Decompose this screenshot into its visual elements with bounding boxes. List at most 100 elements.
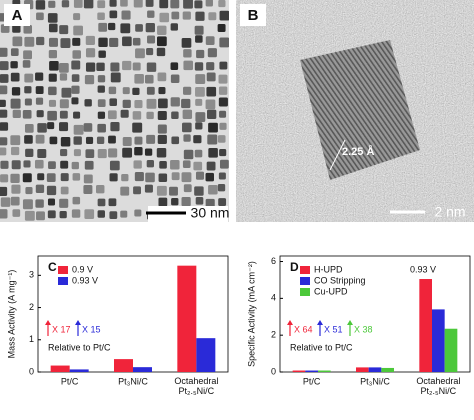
particle (182, 11, 191, 20)
particle (25, 148, 34, 157)
particle (122, 36, 132, 47)
particle (59, 73, 68, 81)
particle (10, 48, 19, 56)
particle (122, 136, 132, 146)
particle (134, 100, 143, 109)
scale-box (148, 206, 228, 222)
x-tick-label: Pt₃Ni/C (360, 376, 390, 386)
annotation: X 38 (354, 324, 373, 334)
particle (35, 199, 44, 208)
particle (219, 149, 227, 157)
particle (195, 171, 205, 180)
particle (85, 35, 95, 46)
particle (24, 98, 32, 106)
particle (208, 148, 218, 158)
particle (46, 173, 56, 183)
particle (219, 37, 229, 48)
particle (10, 196, 20, 206)
particle (157, 110, 167, 121)
note: Relative to Pt/C (48, 342, 111, 352)
particle (108, 135, 116, 144)
arrow-head (347, 320, 353, 325)
particle (25, 186, 33, 195)
particle (84, 99, 92, 107)
particle (84, 160, 94, 170)
particle (0, 174, 9, 183)
particle (108, 148, 118, 158)
particle (218, 74, 228, 84)
particle (22, 173, 32, 183)
particle (108, 198, 117, 207)
spacing-label: 2.25 Å (342, 145, 374, 158)
panel-label: A (12, 7, 23, 24)
particle (144, 148, 153, 156)
particle (73, 0, 83, 8)
bar (381, 367, 394, 372)
particle (170, 74, 180, 83)
particle (109, 37, 119, 47)
particle (147, 10, 155, 18)
particle (23, 25, 33, 34)
particle (98, 22, 108, 32)
particle (109, 211, 118, 220)
particle (219, 61, 228, 70)
subtitle: 0.93 V (410, 264, 436, 274)
particle (146, 111, 154, 120)
particle (98, 50, 106, 58)
particle (37, 173, 45, 181)
particle (208, 184, 218, 195)
particle (73, 13, 81, 21)
bar (133, 367, 152, 372)
particle (71, 161, 79, 170)
annotation: X 17 (52, 324, 71, 334)
particle (0, 122, 9, 131)
particle (35, 134, 45, 144)
particle (195, 35, 203, 43)
particle (109, 0, 117, 7)
particle (121, 10, 131, 20)
particle (35, 184, 45, 193)
particle (158, 173, 168, 183)
arrow-head (75, 320, 81, 325)
particle (0, 99, 6, 108)
particle (71, 60, 81, 70)
particle (132, 62, 141, 71)
particle (206, 86, 217, 97)
particle (73, 124, 84, 135)
particle (171, 197, 179, 206)
particle (205, 172, 215, 182)
particle (110, 62, 120, 72)
legend-label: Cu-UPD (314, 286, 348, 296)
particle (11, 87, 21, 96)
particle (48, 99, 57, 107)
particle (120, 186, 130, 196)
particle (97, 0, 106, 9)
particle (48, 50, 57, 59)
particle (208, 12, 217, 21)
particle (159, 12, 170, 23)
particle (96, 62, 105, 72)
bar (356, 367, 369, 372)
particle (83, 185, 93, 195)
particle (108, 86, 117, 95)
particle (73, 136, 82, 145)
bar (114, 359, 133, 372)
particle (122, 147, 133, 158)
particle (47, 122, 55, 130)
particle (47, 210, 56, 219)
particle (0, 186, 8, 197)
particle (73, 25, 83, 36)
particle (158, 98, 168, 109)
particle (194, 25, 204, 35)
particle (205, 198, 215, 209)
particle (181, 197, 191, 207)
y-axis-label: Mass Activity (A mg⁻¹) (6, 270, 16, 359)
arrow-head (287, 320, 293, 325)
particle (60, 148, 68, 157)
particle (146, 134, 156, 144)
particle (12, 109, 21, 119)
particle (46, 185, 57, 196)
particle (146, 86, 155, 95)
x-tick-label: Pt/C (61, 376, 79, 386)
